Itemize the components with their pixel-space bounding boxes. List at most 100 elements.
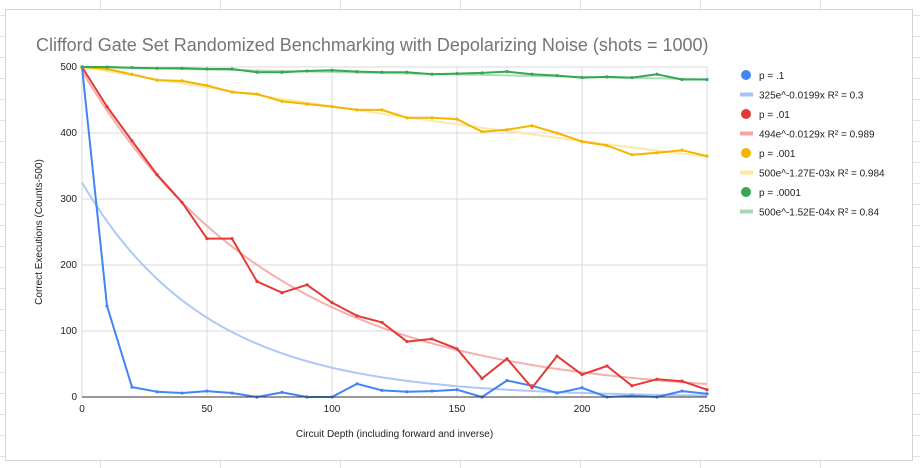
data-point [180, 391, 184, 395]
y-tick-label: 500 [60, 62, 77, 73]
legend-series-label: p = .0001 [759, 188, 801, 199]
legend-series-marker [741, 109, 751, 119]
data-point [305, 69, 309, 73]
legend-series-marker [741, 187, 751, 197]
data-point [355, 70, 359, 74]
data-point [430, 389, 434, 393]
data-point [305, 283, 309, 287]
x-tick-label: 0 [79, 404, 85, 415]
data-point [405, 339, 409, 344]
data-point [230, 90, 234, 94]
data-point [105, 105, 109, 109]
data-point [230, 67, 234, 71]
data-point [580, 386, 584, 390]
data-point [555, 73, 559, 78]
x-tick-label: 100 [324, 404, 341, 415]
data-point [280, 291, 284, 295]
data-point [405, 390, 409, 394]
data-point [130, 66, 134, 70]
data-point [155, 390, 159, 394]
data-point [330, 68, 334, 72]
legend-trendline-label: 500e^-1.27E-03x R² = 0.984 [759, 169, 885, 180]
data-point [205, 83, 209, 88]
data-point [305, 102, 309, 106]
data-point [580, 139, 584, 144]
data-point [605, 143, 609, 148]
x-tick-label: 50 [201, 404, 213, 415]
x-tick-label: 250 [699, 404, 716, 415]
data-point [430, 116, 434, 120]
data-point [205, 237, 209, 241]
data-point [505, 70, 509, 74]
data-point [480, 130, 484, 134]
data-point [555, 131, 559, 135]
data-point [155, 172, 159, 177]
series-line [82, 66, 707, 81]
data-point [205, 389, 209, 393]
data-point [205, 67, 209, 71]
data-point [405, 116, 409, 120]
data-point [505, 357, 509, 361]
trendline [81, 66, 708, 158]
data-point [255, 70, 259, 74]
data-point [605, 364, 609, 368]
data-point [380, 320, 384, 325]
chart-title: Clifford Gate Set Randomized Benchmarkin… [36, 35, 709, 55]
data-point [80, 65, 84, 69]
data-point [680, 77, 684, 82]
legend-series-label: p = .001 [759, 149, 796, 160]
data-point [580, 75, 584, 80]
legend-trendline-swatch [740, 92, 753, 97]
x-tick-label: 150 [449, 404, 466, 415]
legend-trendline-swatch [740, 131, 753, 136]
data-point [380, 108, 384, 112]
data-point [705, 77, 709, 82]
data-point [505, 128, 509, 132]
data-point [455, 347, 459, 351]
data-point [630, 75, 634, 80]
data-point [230, 237, 234, 241]
data-point [380, 70, 384, 74]
y-tick-label: 300 [60, 194, 77, 205]
series-line [81, 66, 708, 398]
data-point [355, 108, 359, 112]
chart-card[interactable]: Clifford Gate Set Randomized Benchmarkin… [5, 9, 913, 461]
data-point [630, 384, 634, 388]
trendlines [81, 66, 708, 397]
data-point [230, 391, 234, 395]
data-point [105, 65, 109, 69]
data-point [130, 139, 134, 143]
y-axis-title: Correct Executions (Counts-500) [34, 159, 45, 305]
data-point [705, 388, 709, 392]
data-point [180, 66, 184, 70]
data-point [430, 337, 434, 341]
data-point [680, 379, 684, 383]
legend-series-marker [741, 148, 751, 158]
data-point [580, 372, 584, 377]
data-point [255, 92, 259, 96]
data-point [530, 386, 534, 390]
legend: p = .1 325e^-0.0199x R² = 0.3 p = .01 494e^… [740, 70, 885, 219]
y-tick-label: 100 [60, 326, 77, 337]
trendline [81, 181, 707, 397]
legend-trendline-label: 500e^-1.52E-04x R² = 0.84 [759, 208, 879, 219]
data-point [455, 388, 459, 392]
line-chart: 0 100 200 300 400 500 0 50 100 150 200 250 Circuit D… [34, 62, 885, 440]
data-point [280, 70, 284, 74]
data-point [130, 385, 134, 389]
y-tick-label: 200 [60, 260, 77, 271]
data-point [680, 148, 684, 152]
data-point [605, 75, 609, 79]
data-point [705, 392, 709, 396]
data-point [155, 66, 159, 70]
data-point [555, 354, 559, 358]
legend-trendline-swatch [740, 170, 753, 175]
y-tick-label: 0 [71, 392, 77, 403]
data-point [155, 78, 159, 82]
grid-lines [81, 66, 708, 398]
data-point [380, 388, 384, 392]
data-point [505, 378, 509, 383]
data-point [255, 279, 259, 284]
data-point [180, 200, 184, 204]
legend-series-marker [741, 70, 751, 80]
